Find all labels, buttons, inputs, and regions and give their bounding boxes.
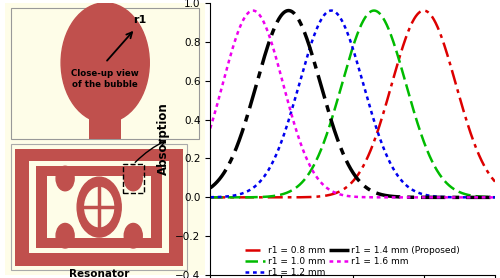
- Text: r1: r1: [133, 14, 146, 24]
- r1 = 1.2 mm: [338, 18, 344, 21]
- Circle shape: [77, 177, 121, 237]
- r1 = 0.8 mm: [492, 180, 498, 183]
- r1 = 1.0 mm: [338, 85, 344, 88]
- r1 = 1.0 mm: [222, 196, 228, 199]
- r1 = 1.2 mm: [432, 195, 438, 198]
- Text: Close-up view
of the bubble: Close-up view of the bubble: [72, 69, 139, 90]
- r1 = 0.8 mm: [338, 189, 344, 192]
- r1 = 1.6 mm: [432, 196, 438, 199]
- Text: Resonator: Resonator: [69, 269, 130, 278]
- r1 = 1.4 mm (Proposed): [338, 148, 344, 151]
- r1 = 1.6 mm: [250, 9, 256, 12]
- r1 = 1.2 mm: [484, 196, 490, 199]
- Circle shape: [124, 224, 142, 248]
- Circle shape: [61, 3, 150, 123]
- Legend: r1 = 0.8 mm, r1 = 1.0 mm, r1 = 1.2 mm, r1 = 1.4 mm (Proposed), r1 = 1.6 mm: r1 = 0.8 mm, r1 = 1.0 mm, r1 = 1.2 mm, r…: [242, 243, 464, 278]
- r1 = 1.0 mm: [484, 195, 490, 199]
- Line: r1 = 1.4 mm (Proposed): r1 = 1.4 mm (Proposed): [210, 11, 495, 197]
- r1 = 1.2 mm: [346, 35, 352, 38]
- r1 = 1.4 mm (Proposed): [222, 170, 228, 173]
- r1 = 1.6 mm: [484, 196, 490, 199]
- r1 = 0.8 mm: [346, 184, 352, 187]
- Circle shape: [56, 224, 74, 248]
- r1 = 1.6 mm: [346, 195, 352, 198]
- Circle shape: [85, 187, 114, 227]
- FancyBboxPatch shape: [11, 8, 200, 139]
- r1 = 1.2 mm: [492, 196, 498, 199]
- r1 = 1.6 mm: [222, 75, 228, 78]
- Circle shape: [124, 166, 142, 191]
- r1 = 1.6 mm: [484, 196, 490, 199]
- r1 = 1.2 mm: [222, 195, 228, 198]
- r1 = 1.0 mm: [371, 9, 377, 12]
- r1 = 1.0 mm: [484, 195, 490, 199]
- Circle shape: [56, 166, 74, 191]
- Line: r1 = 1.6 mm: r1 = 1.6 mm: [210, 11, 495, 197]
- r1 = 1.4 mm (Proposed): [484, 196, 490, 199]
- r1 = 1.0 mm: [492, 195, 498, 199]
- r1 = 1.2 mm: [207, 195, 213, 199]
- r1 = 1.4 mm (Proposed): [484, 196, 490, 199]
- r1 = 1.2 mm: [484, 196, 490, 199]
- Bar: [123, 164, 144, 193]
- r1 = 1.4 mm (Proposed): [207, 186, 213, 190]
- r1 = 0.8 mm: [421, 9, 427, 12]
- Y-axis label: Absorption: Absorption: [156, 103, 170, 175]
- r1 = 1.2 mm: [328, 9, 334, 12]
- r1 = 0.8 mm: [207, 196, 213, 199]
- r1 = 1.4 mm (Proposed): [346, 164, 352, 167]
- Bar: [29, 161, 170, 254]
- r1 = 1.0 mm: [432, 165, 438, 168]
- Bar: [89, 106, 121, 139]
- r1 = 0.8 mm: [222, 196, 228, 199]
- r1 = 1.4 mm (Proposed): [286, 9, 292, 12]
- Line: r1 = 1.0 mm: r1 = 1.0 mm: [210, 11, 495, 197]
- Bar: [15, 148, 183, 266]
- r1 = 1.6 mm: [492, 196, 498, 199]
- r1 = 0.8 mm: [432, 19, 438, 23]
- FancyBboxPatch shape: [11, 145, 188, 270]
- r1 = 1.4 mm (Proposed): [432, 196, 438, 199]
- r1 = 1.6 mm: [207, 127, 213, 130]
- r1 = 0.8 mm: [484, 169, 490, 172]
- Line: r1 = 0.8 mm: r1 = 0.8 mm: [210, 11, 495, 197]
- r1 = 1.0 mm: [207, 196, 213, 199]
- Line: r1 = 1.2 mm: r1 = 1.2 mm: [210, 11, 495, 197]
- r1 = 1.4 mm (Proposed): [492, 196, 498, 199]
- Bar: [36, 166, 162, 248]
- r1 = 1.6 mm: [338, 193, 344, 197]
- r1 = 1.0 mm: [346, 59, 352, 62]
- Bar: [47, 176, 152, 239]
- r1 = 0.8 mm: [484, 168, 490, 172]
